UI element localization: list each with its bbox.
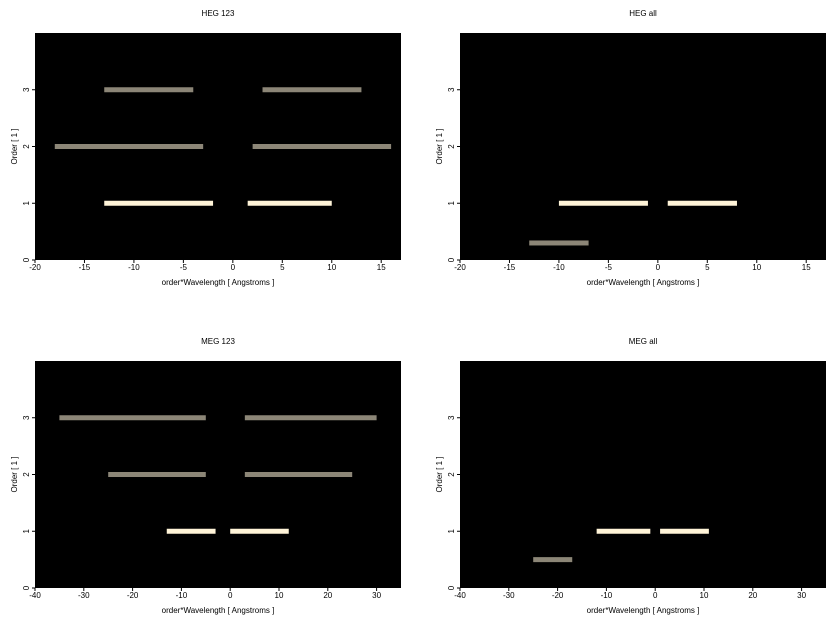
streak <box>558 200 648 206</box>
x-tick-label: 10 <box>275 591 284 600</box>
streak <box>230 528 289 534</box>
streak <box>54 144 204 149</box>
y-tick-label: 2 <box>447 472 456 477</box>
streak <box>533 557 573 563</box>
streak <box>529 240 589 246</box>
x-tick-label: -20 <box>454 263 466 272</box>
x-axis-label: order*Wavelength [ Angstroms ] <box>162 278 275 287</box>
plot-area <box>460 33 826 260</box>
y-tick-label: 0 <box>447 585 456 590</box>
x-tick-label: 30 <box>797 591 806 600</box>
panel-title: MEG 123 <box>201 337 235 346</box>
y-tick-label: 1 <box>447 528 456 533</box>
y-axis-label: Order [ 1 ] <box>435 456 444 492</box>
y-axis-label: Order [ 1 ] <box>435 128 444 164</box>
streak <box>108 472 206 477</box>
x-axis-label: order*Wavelength [ Angstroms ] <box>162 606 275 615</box>
x-tick-label: -10 <box>553 263 565 272</box>
y-axis-label: Order [ 1 ] <box>10 128 19 164</box>
x-tick-label: 30 <box>372 591 381 600</box>
y-tick-label: 2 <box>22 144 31 149</box>
streak <box>596 528 651 534</box>
y-tick-label: 3 <box>22 87 31 92</box>
x-tick-label: 10 <box>752 263 761 272</box>
y-tick-label: 1 <box>447 200 456 205</box>
x-tick-label: -15 <box>504 263 516 272</box>
x-tick-label: -10 <box>176 591 188 600</box>
streak <box>59 415 206 421</box>
x-tick-label: -40 <box>454 591 466 600</box>
x-axis-label: order*Wavelength [ Angstroms ] <box>587 606 700 615</box>
streak <box>252 144 392 149</box>
y-tick-label: 2 <box>447 144 456 149</box>
y-tick-label: 2 <box>22 472 31 477</box>
x-tick-label: 5 <box>280 263 285 272</box>
x-axis-label: order*Wavelength [ Angstroms ] <box>587 278 700 287</box>
x-tick-label: -40 <box>29 591 41 600</box>
x-tick-label: -15 <box>79 263 91 272</box>
y-axis-label: Order [ 1 ] <box>10 456 19 492</box>
streak <box>104 87 194 93</box>
panel-title: HEG 123 <box>202 9 235 18</box>
streak <box>247 200 332 206</box>
x-tick-label: 10 <box>327 263 336 272</box>
streak <box>262 87 362 93</box>
x-tick-label: 10 <box>700 591 709 600</box>
x-tick-label: -30 <box>503 591 515 600</box>
x-tick-label: 15 <box>377 263 386 272</box>
x-tick-label: 15 <box>802 263 811 272</box>
streak <box>667 200 737 206</box>
y-tick-label: 3 <box>447 415 456 420</box>
y-tick-label: 0 <box>447 257 456 262</box>
x-tick-label: 0 <box>228 591 233 600</box>
x-tick-label: -20 <box>29 263 41 272</box>
streak <box>244 415 377 421</box>
x-tick-label: -30 <box>78 591 90 600</box>
y-tick-label: 3 <box>447 87 456 92</box>
panel-title: HEG all <box>629 9 657 18</box>
x-tick-label: 20 <box>748 591 757 600</box>
x-tick-label: 0 <box>653 591 658 600</box>
panel-title: MEG all <box>629 337 658 346</box>
x-tick-label: 0 <box>231 263 236 272</box>
x-tick-label: -10 <box>128 263 140 272</box>
y-tick-label: 1 <box>22 200 31 205</box>
x-tick-label: -5 <box>605 263 613 272</box>
x-tick-label: -5 <box>180 263 188 272</box>
x-tick-label: -10 <box>601 591 613 600</box>
y-tick-label: 0 <box>22 585 31 590</box>
x-tick-label: 5 <box>705 263 710 272</box>
x-tick-label: -20 <box>127 591 139 600</box>
x-tick-label: 0 <box>656 263 661 272</box>
streak <box>166 528 216 534</box>
plot-area <box>460 361 826 588</box>
y-tick-label: 0 <box>22 257 31 262</box>
streak <box>660 528 709 534</box>
streak <box>104 200 214 206</box>
y-tick-label: 1 <box>22 528 31 533</box>
y-tick-label: 3 <box>22 415 31 420</box>
streak <box>244 472 353 477</box>
x-tick-label: 20 <box>323 591 332 600</box>
x-tick-label: -20 <box>552 591 564 600</box>
